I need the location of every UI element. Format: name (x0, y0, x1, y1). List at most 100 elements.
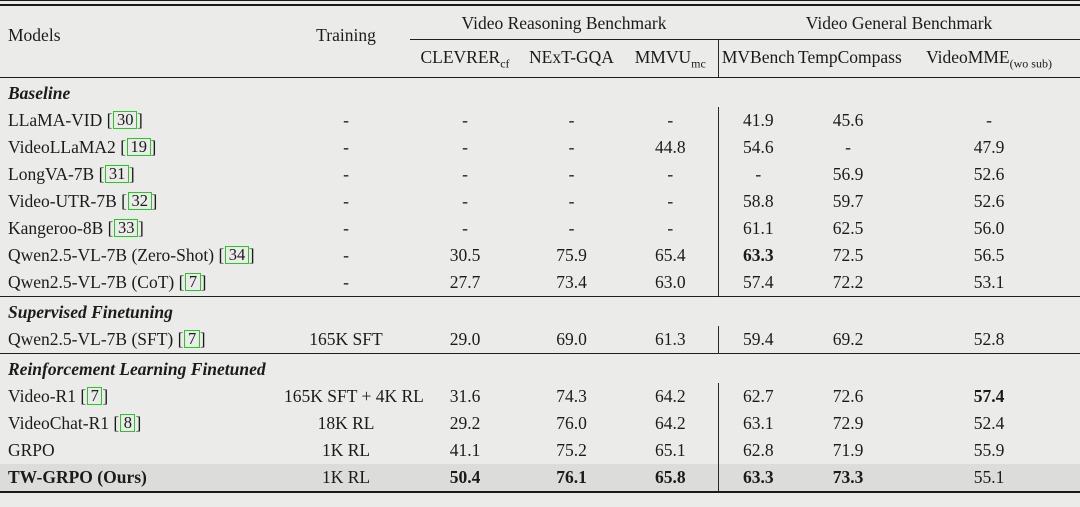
table-body: Baseline LLaMA-VID [30] - - - - 41.9 45.6 - Video… (0, 78, 1080, 491)
value-cell: 30.5 (449, 245, 481, 265)
value-cell: 63.3 (717, 464, 799, 491)
value-cell: 50.4 (410, 464, 520, 491)
table-row: LongVA-7B [31] - - - - - 56.9 52.6 (0, 161, 1080, 188)
model-name: VideoLLaMA2 (8, 137, 116, 157)
table-row: Kangeroo-8B [33] - - - - 61.1 62.5 56.0 (0, 215, 1080, 242)
value-cell: - (462, 191, 468, 211)
value-cell: 55.1 (898, 464, 1080, 491)
value-cell: - (845, 137, 851, 157)
value-cell: - (568, 191, 575, 211)
value-cell: - (568, 137, 575, 157)
value-cell: 69.0 (556, 329, 587, 349)
value-cell: 74.3 (556, 386, 587, 406)
table-header: Models Training Video Reasoning Benchmar… (0, 6, 1080, 78)
value-cell: - (667, 191, 674, 211)
value-cell: - (986, 110, 992, 130)
value-cell: 63.0 (654, 272, 686, 292)
model-name-cell: Video-UTR-7B [32] (8, 191, 158, 211)
citation-link[interactable]: 33 (114, 219, 138, 237)
value-cell: - (667, 110, 674, 130)
table-row: VideoLLaMA2 [19] - - - 44.8 54.6 - 47.9 (0, 134, 1080, 161)
section-title-label: Reinforcement Learning Finetuned (8, 359, 266, 379)
citation-link[interactable]: 8 (120, 414, 136, 432)
value-cell: 58.8 (717, 188, 799, 215)
section-title-label: Supervised Finetuning (8, 302, 173, 322)
citation-link[interactable]: 7 (87, 387, 103, 405)
citation-link[interactable]: 7 (184, 330, 200, 348)
value-cell: 59.4 (717, 326, 799, 354)
value-cell: 44.8 (654, 137, 686, 157)
value-cell: 76.0 (556, 413, 587, 433)
model-name-cell: LLaMA-VID [30] (8, 110, 143, 130)
value-cell: 52.8 (973, 329, 1005, 349)
value-cell: 65.1 (654, 440, 686, 460)
value-cell: 73.4 (556, 272, 587, 292)
citation-link[interactable]: 34 (225, 246, 249, 264)
training-cell: 1K RL (282, 464, 410, 491)
benchmark-table: Models Training Video Reasoning Benchmar… (0, 6, 1080, 491)
section-row: Reinforcement Learning Finetuned (0, 353, 1080, 383)
table-row: Qwen2.5-VL-7B (Zero-Shot) [34] - 30.5 75.9 6… (0, 242, 1080, 269)
value-cell: 72.2 (832, 272, 864, 292)
value-cell: 62.8 (717, 437, 799, 464)
section-row: Baseline (0, 78, 1080, 108)
training-cell: 165K SFT + 4K RL (284, 386, 424, 406)
model-name: Video-R1 (8, 386, 76, 406)
value-cell: 63.1 (717, 410, 799, 437)
citation-link[interactable]: 31 (105, 165, 129, 183)
group-header-row: Models Training Video Reasoning Benchmar… (0, 6, 1080, 78)
section-title-label: Baseline (8, 83, 71, 103)
citation-link[interactable]: 32 (128, 192, 152, 210)
table-row: VideoChat-R1 [8] 18K RL 29.2 76.0 64.2 63.1 72… (0, 410, 1080, 437)
model-name-cell: LongVA-7B [31] (8, 164, 135, 184)
value-cell: 72.5 (832, 245, 864, 265)
model-name-cell: Qwen2.5-VL-7B (CoT) [7] (8, 272, 207, 292)
model-name: Video-UTR-7B (8, 191, 117, 211)
model-name-cell: TW-GRPO (Ours) (0, 464, 282, 491)
training-cell: 165K SFT (309, 329, 383, 349)
value-cell: 64.2 (654, 413, 686, 433)
value-cell: 64.2 (654, 386, 686, 406)
value-cell: 41.9 (717, 107, 799, 134)
value-cell: 71.9 (832, 440, 864, 460)
section-title: Supervised Finetuning (0, 296, 1080, 326)
section-title: Baseline (0, 78, 1080, 108)
value-cell: 56.0 (973, 218, 1005, 238)
value-cell: 56.9 (832, 164, 864, 184)
value-cell: - (717, 161, 799, 188)
model-name: Qwen2.5-VL-7B (SFT) (8, 329, 174, 349)
model-name-cell: GRPO (0, 437, 282, 464)
value-cell: 65.4 (654, 245, 686, 265)
value-cell: 62.5 (832, 218, 864, 238)
value-cell: 52.6 (973, 164, 1005, 184)
value-cell: 72.6 (832, 386, 864, 406)
model-name-cell: VideoChat-R1 [8] (8, 413, 142, 433)
table-bottom-rule (0, 491, 1080, 494)
table-top-rule (0, 0, 1080, 6)
model-name: Kangeroo-8B (8, 218, 104, 238)
value-cell: 53.1 (973, 272, 1005, 292)
training-cell: - (343, 164, 349, 184)
value-cell: 54.6 (717, 134, 799, 161)
model-name: GRPO (8, 440, 55, 460)
value-cell: 45.6 (832, 110, 864, 130)
value-cell: 57.4 (973, 386, 1005, 406)
value-cell: 75.9 (556, 245, 587, 265)
citation-link[interactable]: 7 (185, 273, 201, 291)
model-name: LLaMA-VID (8, 110, 103, 130)
model-name: VideoChat-R1 (8, 413, 110, 433)
table-row: GRPO 1K RL 41.1 75.2 65.1 62.8 71.9 55.9 (0, 437, 1080, 464)
value-cell: 59.7 (832, 191, 864, 211)
value-cell: 55.9 (973, 440, 1005, 460)
value-cell: 47.9 (973, 137, 1005, 157)
value-cell: 76.1 (520, 464, 623, 491)
citation-link[interactable]: 30 (113, 111, 137, 129)
value-cell: 61.1 (717, 215, 799, 242)
model-name: Qwen2.5-VL-7B (Zero-Shot) (8, 245, 215, 265)
column-header-clevrer: CLEVRERcf (410, 39, 520, 78)
column-header-next-gqa: NExT-GQA (520, 39, 623, 78)
value-cell: 69.2 (832, 329, 864, 349)
value-cell: 63.3 (717, 242, 799, 269)
citation-link[interactable]: 19 (127, 138, 151, 156)
